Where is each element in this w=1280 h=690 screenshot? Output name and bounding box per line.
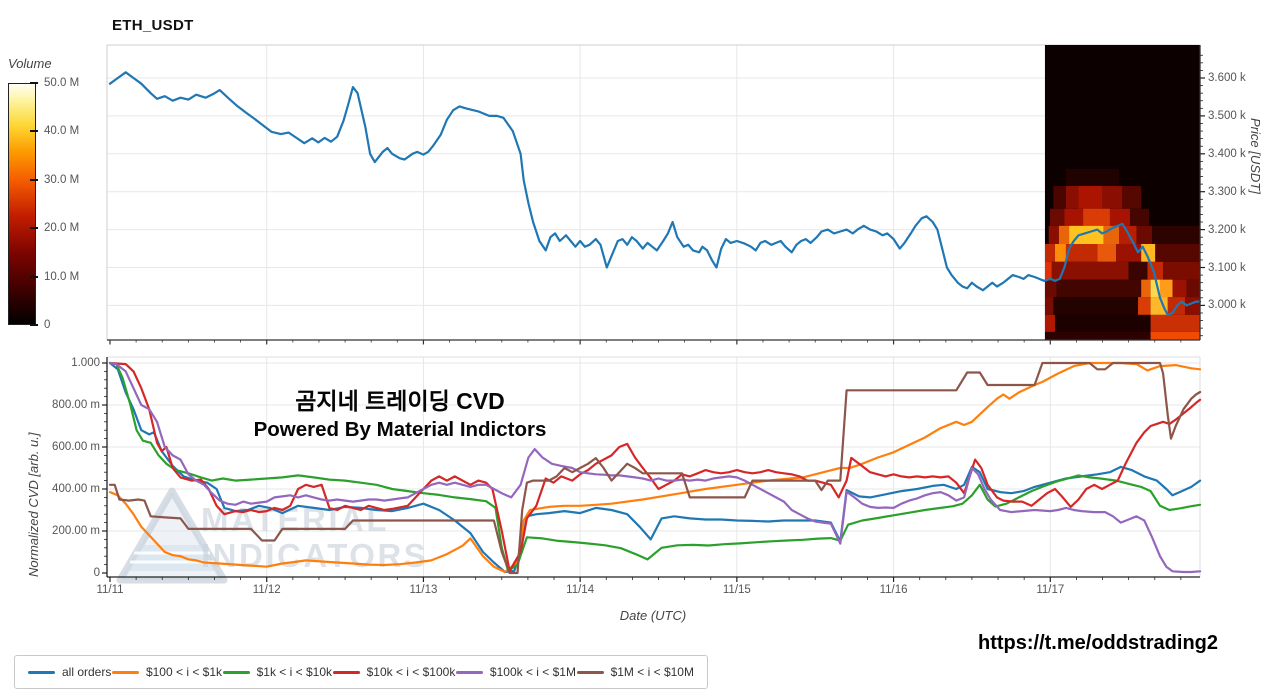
- price-tick-label: 3.400 k: [1208, 147, 1246, 160]
- volume-colorbar: [8, 83, 36, 325]
- colorbar-tick-label: 40.0 M: [44, 125, 80, 138]
- colorbar-tick-mark: [30, 324, 38, 326]
- legend-item: $100k < i < $1M: [455, 665, 576, 679]
- cvd-line-all-orders: [108, 361, 1202, 574]
- legend-swatch-icon: [28, 670, 55, 674]
- legend-label: $10k < i < $100k: [366, 665, 456, 679]
- price-tick-label: 3.300 k: [1208, 185, 1246, 198]
- powered-by-overlay: Powered By Material Indictors: [253, 418, 547, 441]
- legend-item: $1k < i < $10k: [222, 665, 332, 679]
- korean-overlay-title: 곰지네 트레이딩 CVD: [295, 388, 505, 414]
- price-tick-label: 3.200 k: [1208, 223, 1246, 236]
- legend-item: $10k < i < $100k: [332, 665, 456, 679]
- legend-item: all orders: [28, 665, 111, 679]
- cvd-tick-label: 200.00 m: [52, 525, 100, 537]
- colorbar-tick-label: 10.0 M: [44, 270, 80, 283]
- x-tick-label: 11/13: [409, 584, 438, 596]
- cvd-tick-label: 1.000: [71, 357, 100, 369]
- price-tick-label: 3.600 k: [1208, 72, 1246, 84]
- watermark-line2: INDICATORS: [201, 537, 429, 574]
- colorbar-tick-label: 20.0 M: [44, 222, 80, 235]
- legend-swatch-icon: [455, 670, 483, 674]
- x-tick-label: 11/17: [1036, 584, 1065, 596]
- cvd-tick-label: 0: [93, 567, 100, 579]
- watermark-line1: MATERIAL: [201, 501, 390, 538]
- colorbar-tick-mark: [30, 227, 38, 230]
- legend-label: $100 < i < $1k: [145, 665, 223, 679]
- colorbar-tick-mark: [30, 82, 38, 84]
- cvd-axis-label: Normalized CVD [arb. u.]: [26, 432, 41, 578]
- legend-item: $100 < i < $1k: [111, 665, 223, 679]
- date-axis-label: Date (UTC): [619, 608, 687, 623]
- x-tick-label: 11/12: [252, 584, 281, 596]
- colorbar-tick-mark: [30, 130, 38, 133]
- cvd-line--10k-i-100k: [108, 361, 1202, 572]
- legend-swatch-icon: [332, 670, 360, 674]
- cvd-line--1k-i-10k: [108, 361, 1202, 572]
- legend-swatch-icon: [222, 670, 250, 674]
- price-line: [108, 71, 1202, 316]
- legend-label: $100k < i < $1M: [489, 665, 576, 679]
- cvd-line--100-i-1k: [108, 361, 1202, 574]
- colorbar-tick-label: 30.0 M: [44, 173, 80, 186]
- colorbar-tick-mark: [30, 178, 38, 181]
- legend-label: $1M < i < $10M: [610, 665, 694, 679]
- colorbar-tick-label: 50.0 M: [44, 77, 80, 89]
- price-tick-label: 3.500 k: [1208, 109, 1246, 122]
- legend: all orders $100 < i < $1k $1k < i < $10k $1…: [14, 655, 708, 689]
- x-tick-label: 11/14: [566, 584, 595, 596]
- volume-colorbar-label: Volume: [8, 56, 52, 71]
- legend-label: all orders: [62, 665, 112, 679]
- cvd-line--1M-i-10M: [108, 361, 1202, 575]
- price-axis-label: Price [USDT]: [1248, 118, 1263, 194]
- flask-logo-icon: [116, 487, 228, 584]
- legend-item: $1M < i < $10M: [576, 665, 694, 679]
- cvd-tick-label: 600.00 m: [52, 441, 100, 453]
- legend-label: $1k < i < $10k: [256, 665, 332, 679]
- x-tick-label: 11/15: [722, 584, 751, 596]
- telegram-link[interactable]: https://t.me/oddstrading2: [978, 632, 1218, 654]
- colorbar-tick-mark: [30, 275, 38, 278]
- x-tick-label: 11/16: [879, 584, 908, 596]
- cvd-tick-label: 400.00 m: [52, 483, 100, 495]
- legend-swatch-icon: [576, 670, 604, 674]
- price-tick-label: 3.000 k: [1208, 299, 1246, 312]
- price-tick-label: 3.100 k: [1208, 261, 1246, 274]
- page-title: ETH_USDT: [112, 17, 194, 34]
- colorbar-tick-label: 0: [44, 319, 51, 331]
- x-tick-label: 11/11: [96, 584, 124, 596]
- cvd-line--100k-i-1M: [108, 361, 1202, 574]
- legend-swatch-icon: [111, 670, 139, 674]
- cvd-tick-label: 800.00 m: [52, 399, 100, 411]
